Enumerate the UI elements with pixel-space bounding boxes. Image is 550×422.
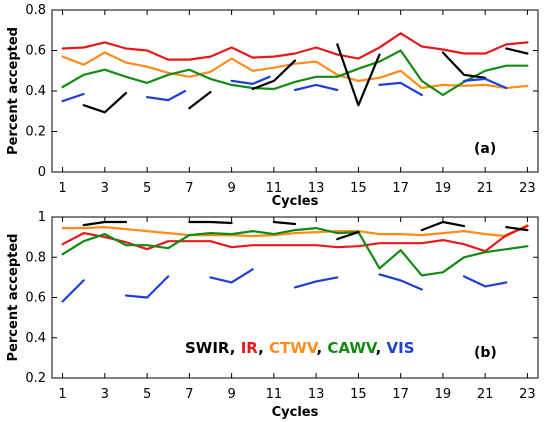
x-tick-label: 9: [227, 181, 235, 196]
x-tick-label: 23: [519, 387, 536, 402]
x-axis-label: Cycles: [272, 194, 319, 209]
y-axis-label: Percent accepted: [6, 27, 21, 155]
y-tick-label: 0: [38, 165, 46, 180]
x-axis-label: Cycles: [272, 405, 319, 420]
x-tick-label: 11: [266, 387, 283, 402]
legend-swir: SWIR: [185, 339, 230, 357]
x-tick-label: 17: [392, 387, 409, 402]
panel-b: 0.20.40.60.811 3 5 7 9 11 13 15 17 19 21 23CyclesPe…: [6, 210, 539, 420]
series-line-ir: [61, 225, 529, 253]
x-tick-label: 19: [435, 387, 452, 402]
legend-ctwv: CTWV: [269, 339, 319, 357]
x-tick-label: 7: [185, 181, 193, 196]
x-tick-label: 13: [308, 387, 325, 402]
y-tick-label: 0.8: [25, 250, 46, 265]
x-tick-label: 9: [227, 387, 235, 402]
x-tick-label: 13: [308, 181, 325, 196]
legend-vis: VIS: [387, 339, 415, 357]
x-tick-label: 11: [266, 181, 283, 196]
series-line-vis: [61, 268, 508, 303]
y-tick-label: 1: [38, 210, 46, 225]
x-tick-label: 5: [143, 387, 151, 402]
series-line-ir: [61, 32, 529, 61]
x-tick-label: 1: [58, 181, 66, 196]
x-tick-label: 21: [477, 387, 494, 402]
series-line-ctwv: [61, 224, 529, 238]
legend-separator: ,: [376, 339, 387, 357]
x-tick-label: 21: [477, 181, 494, 196]
y-axis-label: Percent accepted: [6, 234, 21, 362]
legend-separator: ,: [230, 339, 241, 357]
x-tick-label: 5: [143, 181, 151, 196]
y-tick-label: 0.2: [25, 371, 46, 386]
x-tick-label: 15: [350, 181, 367, 196]
series-line-cawv: [61, 227, 529, 277]
x-tick-label: 1: [58, 387, 66, 402]
x-tick-label: 17: [392, 181, 409, 196]
legend-cawv: CAWV: [327, 339, 377, 357]
y-tick-label: 0.6: [25, 291, 46, 306]
x-tick-label: 19: [435, 181, 452, 196]
y-tick-label: 0.4: [25, 331, 46, 346]
series-line-swir: [82, 43, 529, 114]
series-line-swir: [82, 220, 529, 241]
series-line-ctwv: [61, 51, 529, 90]
legend: SWIR, IR, CTWV, CAWV, VIS: [185, 339, 415, 357]
legend-ir: IR: [241, 339, 259, 357]
x-tick-label: 23: [519, 181, 536, 196]
panel-a-label: (a): [474, 141, 496, 157]
panel-b-label: (b): [474, 345, 497, 361]
series-line-cawv: [61, 49, 529, 97]
y-tick-label: 0.8: [25, 3, 46, 18]
y-tick-label: 0.2: [25, 125, 46, 140]
x-tick-label: 3: [101, 387, 109, 402]
y-tick-label: 0.4: [25, 84, 46, 99]
series-line-vis: [61, 75, 508, 103]
x-tick-label: 7: [185, 387, 193, 402]
x-tick-label: 15: [350, 387, 367, 402]
legend-separator: ,: [317, 339, 328, 357]
y-tick-label: 0.6: [25, 44, 46, 59]
panel-a: 00.20.40.60.81 3 5 7 9 11 13 15 17 19 21 23CyclesPe…: [6, 3, 539, 209]
x-tick-label: 3: [101, 181, 109, 196]
legend-separator: ,: [258, 339, 269, 357]
